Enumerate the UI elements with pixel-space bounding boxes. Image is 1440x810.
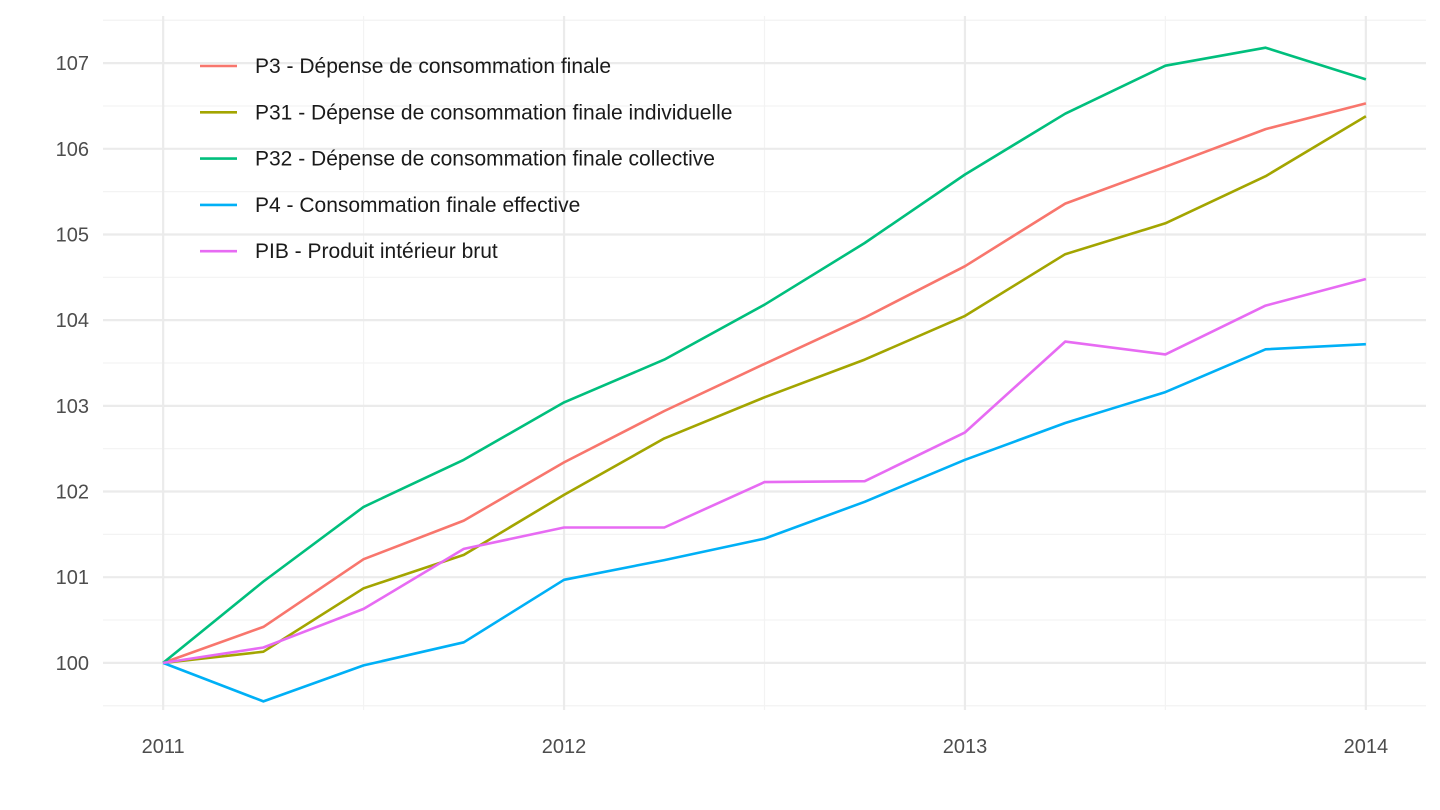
y-axis: 100 101 102 103 104 105 106 107: [56, 53, 89, 675]
x-tick-label: 2011: [142, 736, 185, 758]
legend-label: P3 - Dépense de consommation finale: [255, 55, 611, 78]
series-line: [162, 115, 1367, 665]
series-lines: [162, 46, 1367, 703]
x-axis: 2011 2012 2013 2014: [142, 736, 1388, 758]
y-tick-label: 106: [56, 139, 89, 161]
y-tick-label: 100: [56, 653, 89, 675]
series-line: [162, 342, 1366, 703]
series-line: [162, 102, 1367, 665]
series-line: [162, 46, 1367, 664]
x-tick-label: 2012: [542, 736, 587, 758]
legend: P3 - Dépense de consommation finale P31 -…: [200, 55, 732, 263]
y-tick-label: 103: [56, 396, 89, 418]
y-tick-label: 104: [56, 310, 89, 332]
legend-label: P4 - Consommation finale effective: [255, 194, 580, 217]
legend-label: P32 - Dépense de consommation finale col…: [255, 148, 715, 171]
x-tick-label: 2013: [943, 736, 988, 758]
y-tick-label: 101: [56, 567, 89, 589]
series-line: [162, 277, 1367, 665]
y-tick-label: 102: [56, 482, 89, 504]
legend-label: PIB - Produit intérieur brut: [255, 240, 498, 263]
legend-label: P31 - Dépense de consommation finale ind…: [255, 101, 732, 124]
x-tick-label: 2014: [1344, 736, 1389, 758]
y-tick-label: 107: [56, 53, 89, 75]
y-tick-label: 105: [56, 224, 89, 246]
grid: [103, 16, 1426, 710]
